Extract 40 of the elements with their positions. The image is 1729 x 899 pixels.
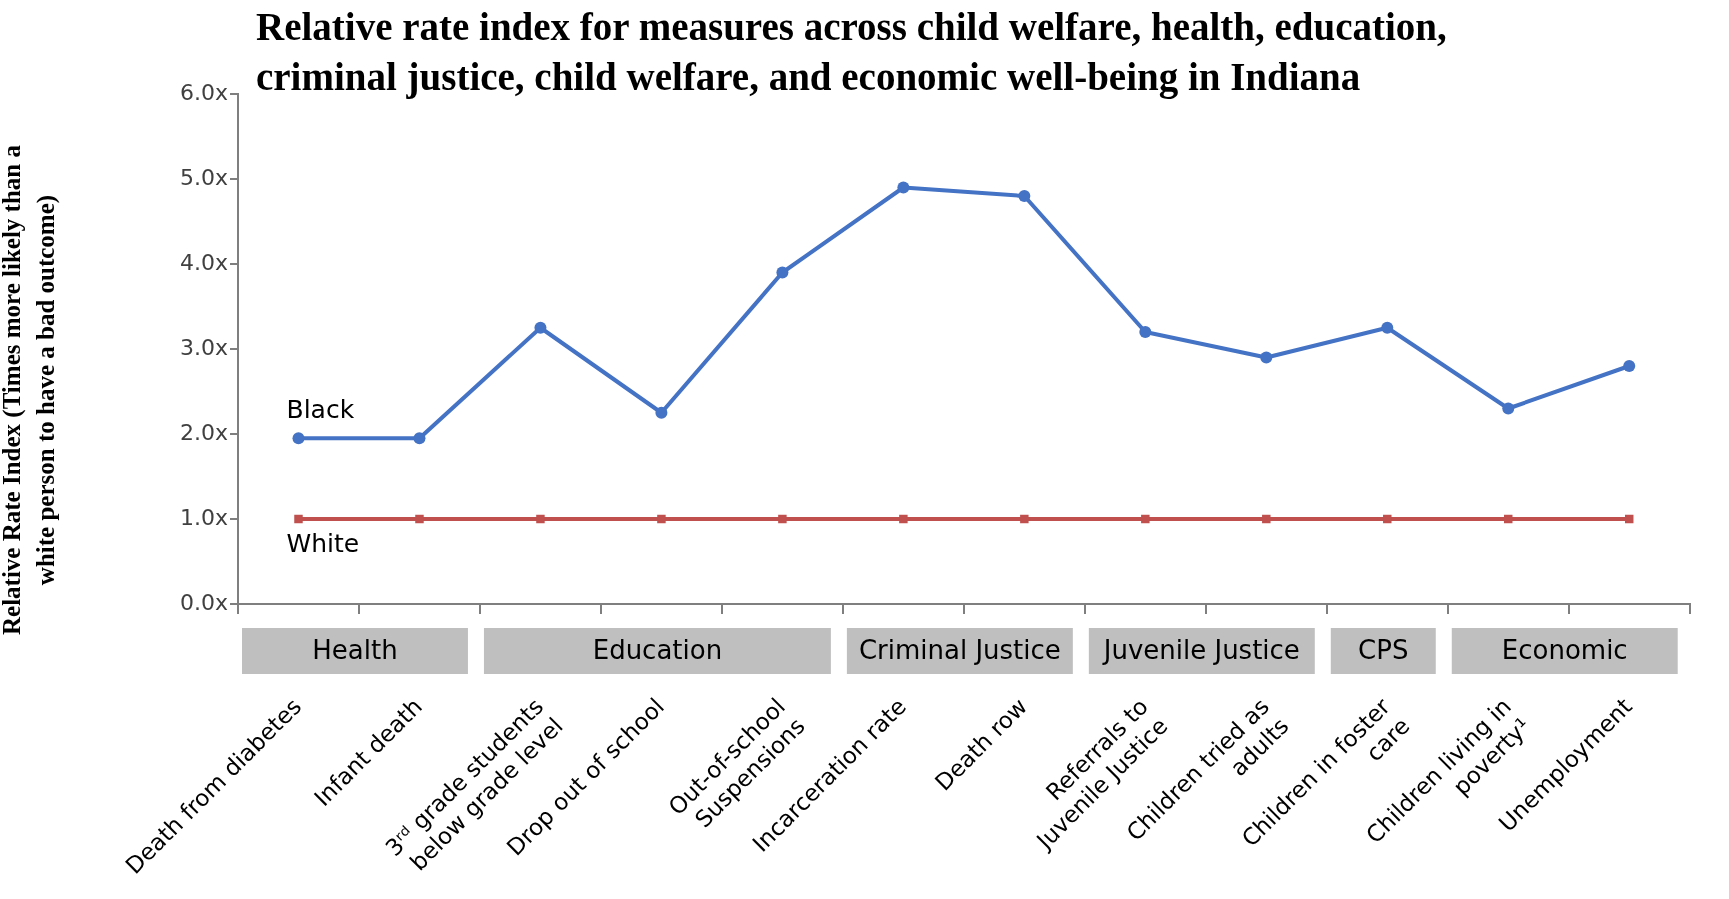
point xyxy=(415,514,424,524)
point xyxy=(1141,514,1150,524)
point xyxy=(897,181,910,194)
point xyxy=(1623,360,1636,372)
point xyxy=(1260,351,1273,364)
point xyxy=(1504,514,1513,524)
point xyxy=(1381,321,1394,334)
text: CPS xyxy=(1358,634,1409,665)
y-axis-title: Relative Rate Index (Times more likely than a white person to have a bad outcome) xyxy=(0,144,60,637)
point xyxy=(899,514,908,524)
point xyxy=(294,514,303,524)
point xyxy=(1383,514,1392,524)
y-tick-label: 0.0x xyxy=(179,589,228,615)
point xyxy=(1139,326,1152,338)
text: Economic xyxy=(1501,634,1628,665)
point xyxy=(1018,190,1031,202)
y-tick-label: 4.0x xyxy=(179,249,228,275)
point xyxy=(413,432,426,445)
point xyxy=(657,514,666,524)
series-label: Black xyxy=(286,395,355,425)
text: Education xyxy=(592,634,723,665)
y-tick-label: 6.0x xyxy=(179,79,228,105)
text: Juvenile Justice xyxy=(1101,634,1300,665)
point xyxy=(778,514,787,524)
point xyxy=(1262,514,1271,524)
y-tick-label: 3.0x xyxy=(179,334,228,360)
point xyxy=(536,514,545,524)
point xyxy=(292,432,305,445)
y-tick-label: 2.0x xyxy=(179,419,228,445)
point xyxy=(776,266,789,279)
text: Health xyxy=(312,634,398,665)
y-tick-label: 1.0x xyxy=(179,504,228,530)
y-tick-label: 5.0x xyxy=(179,164,228,190)
point xyxy=(1502,402,1515,415)
point xyxy=(534,321,547,334)
chart-title: Relative rate index for measures across child welfare, health, education, criminal justice, child welfare, and economic well-being in Indiana xyxy=(256,4,1448,101)
text: Criminal Justice xyxy=(858,634,1061,665)
point xyxy=(655,406,668,419)
point xyxy=(1020,514,1029,524)
series-label: White xyxy=(286,529,360,558)
